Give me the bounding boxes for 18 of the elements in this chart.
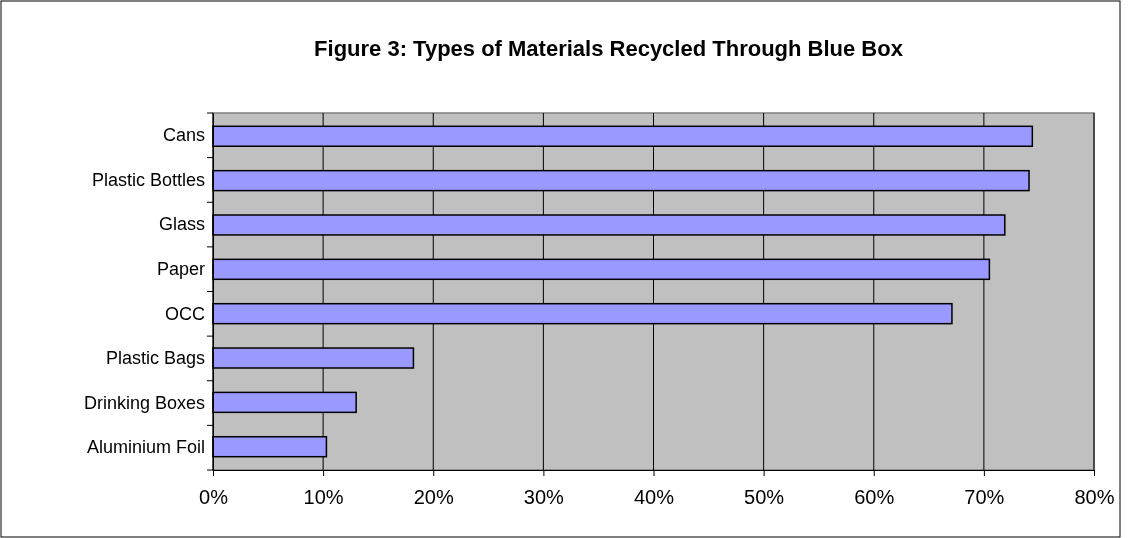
y-tick-label: Aluminium Foil — [86, 437, 205, 458]
x-tick-label: 30% — [523, 486, 565, 509]
x-tick-label: 20% — [413, 486, 454, 509]
y-tick-label: OCC — [165, 303, 205, 324]
y-tick-label: Paper — [156, 258, 205, 279]
x-tick-label: 10% — [303, 486, 344, 509]
chart-title: Figure 3: Types of Materials Recycled Through Blue Box — [314, 36, 904, 61]
y-tick-label: Plastic Bags — [105, 348, 205, 369]
x-tick-label: 70% — [964, 486, 1005, 509]
y-tick-label: Plastic Bottles — [91, 169, 205, 190]
y-tick-label: Drinking Boxes — [83, 392, 205, 413]
x-tick-label: 0% — [199, 486, 229, 509]
x-tick-label: 60% — [854, 486, 895, 509]
x-tick-label: 50% — [744, 486, 785, 509]
x-tick-label: 80% — [1074, 486, 1115, 509]
y-tick-label: Glass — [158, 214, 205, 235]
y-tick-label: Cans — [162, 125, 205, 146]
x-tick-label: 40% — [633, 486, 675, 509]
